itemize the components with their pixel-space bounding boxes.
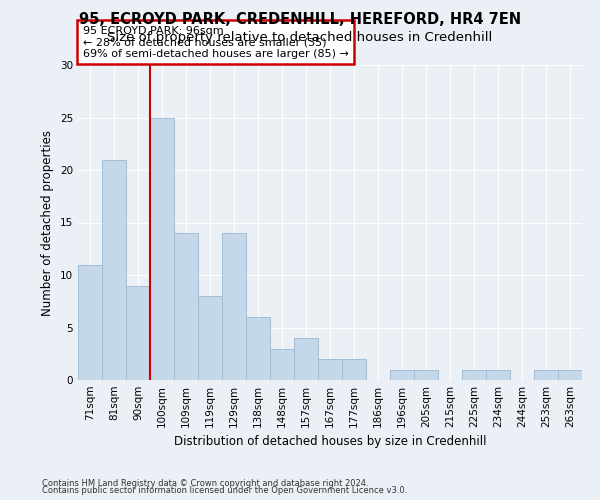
- Text: 95 ECROYD PARK: 96sqm
← 28% of detached houses are smaller (35)
69% of semi-deta: 95 ECROYD PARK: 96sqm ← 28% of detached …: [83, 26, 349, 58]
- Bar: [150, 118, 174, 380]
- Bar: [534, 370, 558, 380]
- X-axis label: Distribution of detached houses by size in Credenhill: Distribution of detached houses by size …: [174, 436, 486, 448]
- Bar: [126, 286, 150, 380]
- Y-axis label: Number of detached properties: Number of detached properties: [41, 130, 55, 316]
- Bar: [246, 317, 270, 380]
- Bar: [342, 359, 366, 380]
- Bar: [198, 296, 222, 380]
- Bar: [222, 233, 246, 380]
- Bar: [390, 370, 414, 380]
- Text: Size of property relative to detached houses in Credenhill: Size of property relative to detached ho…: [107, 32, 493, 44]
- Bar: [486, 370, 510, 380]
- Bar: [414, 370, 438, 380]
- Text: Contains HM Land Registry data © Crown copyright and database right 2024.: Contains HM Land Registry data © Crown c…: [42, 478, 368, 488]
- Bar: [174, 233, 198, 380]
- Text: Contains public sector information licensed under the Open Government Licence v3: Contains public sector information licen…: [42, 486, 407, 495]
- Text: 95, ECROYD PARK, CREDENHILL, HEREFORD, HR4 7EN: 95, ECROYD PARK, CREDENHILL, HEREFORD, H…: [79, 12, 521, 28]
- Bar: [318, 359, 342, 380]
- Bar: [462, 370, 486, 380]
- Bar: [558, 370, 582, 380]
- Bar: [294, 338, 318, 380]
- Bar: [270, 348, 294, 380]
- Bar: [102, 160, 126, 380]
- Bar: [78, 264, 102, 380]
